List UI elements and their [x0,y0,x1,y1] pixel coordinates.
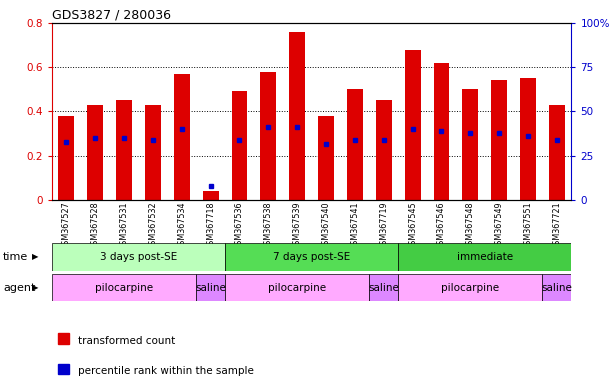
Bar [225,243,398,271]
Bar [87,105,103,200]
Text: saline: saline [195,283,226,293]
Text: pilocarpine: pilocarpine [441,283,499,293]
Bar [520,78,536,200]
Bar [289,32,305,200]
Bar [145,105,161,200]
Bar [116,100,132,200]
Bar [260,71,276,200]
Text: 3 days post-SE: 3 days post-SE [100,252,177,262]
Text: pilocarpine: pilocarpine [268,283,326,293]
Bar [491,81,507,200]
Bar [196,274,225,301]
Bar [398,243,571,271]
Bar [369,274,398,301]
Bar [232,91,247,200]
Bar [203,191,219,200]
Bar [398,274,543,301]
Text: ▶: ▶ [32,283,38,292]
Text: 7 days post-SE: 7 days post-SE [273,252,350,262]
Text: GDS3827 / 280036: GDS3827 / 280036 [52,9,171,22]
Text: transformed count: transformed count [78,336,175,346]
Bar [376,100,392,200]
Bar [434,63,449,200]
Bar [318,116,334,200]
Text: percentile rank within the sample: percentile rank within the sample [78,366,254,376]
Text: saline: saline [541,283,573,293]
Text: time: time [3,252,28,262]
Bar [543,274,571,301]
Text: agent: agent [3,283,35,293]
Bar [52,274,196,301]
Text: immediate: immediate [456,252,513,262]
Text: pilocarpine: pilocarpine [95,283,153,293]
Bar [549,105,565,200]
Bar [174,74,189,200]
Bar [225,274,369,301]
Bar [59,116,75,200]
Bar [52,243,225,271]
Text: ▶: ▶ [32,252,38,262]
Bar [347,89,363,200]
Bar [463,89,478,200]
Bar [404,50,420,200]
Text: saline: saline [368,283,399,293]
